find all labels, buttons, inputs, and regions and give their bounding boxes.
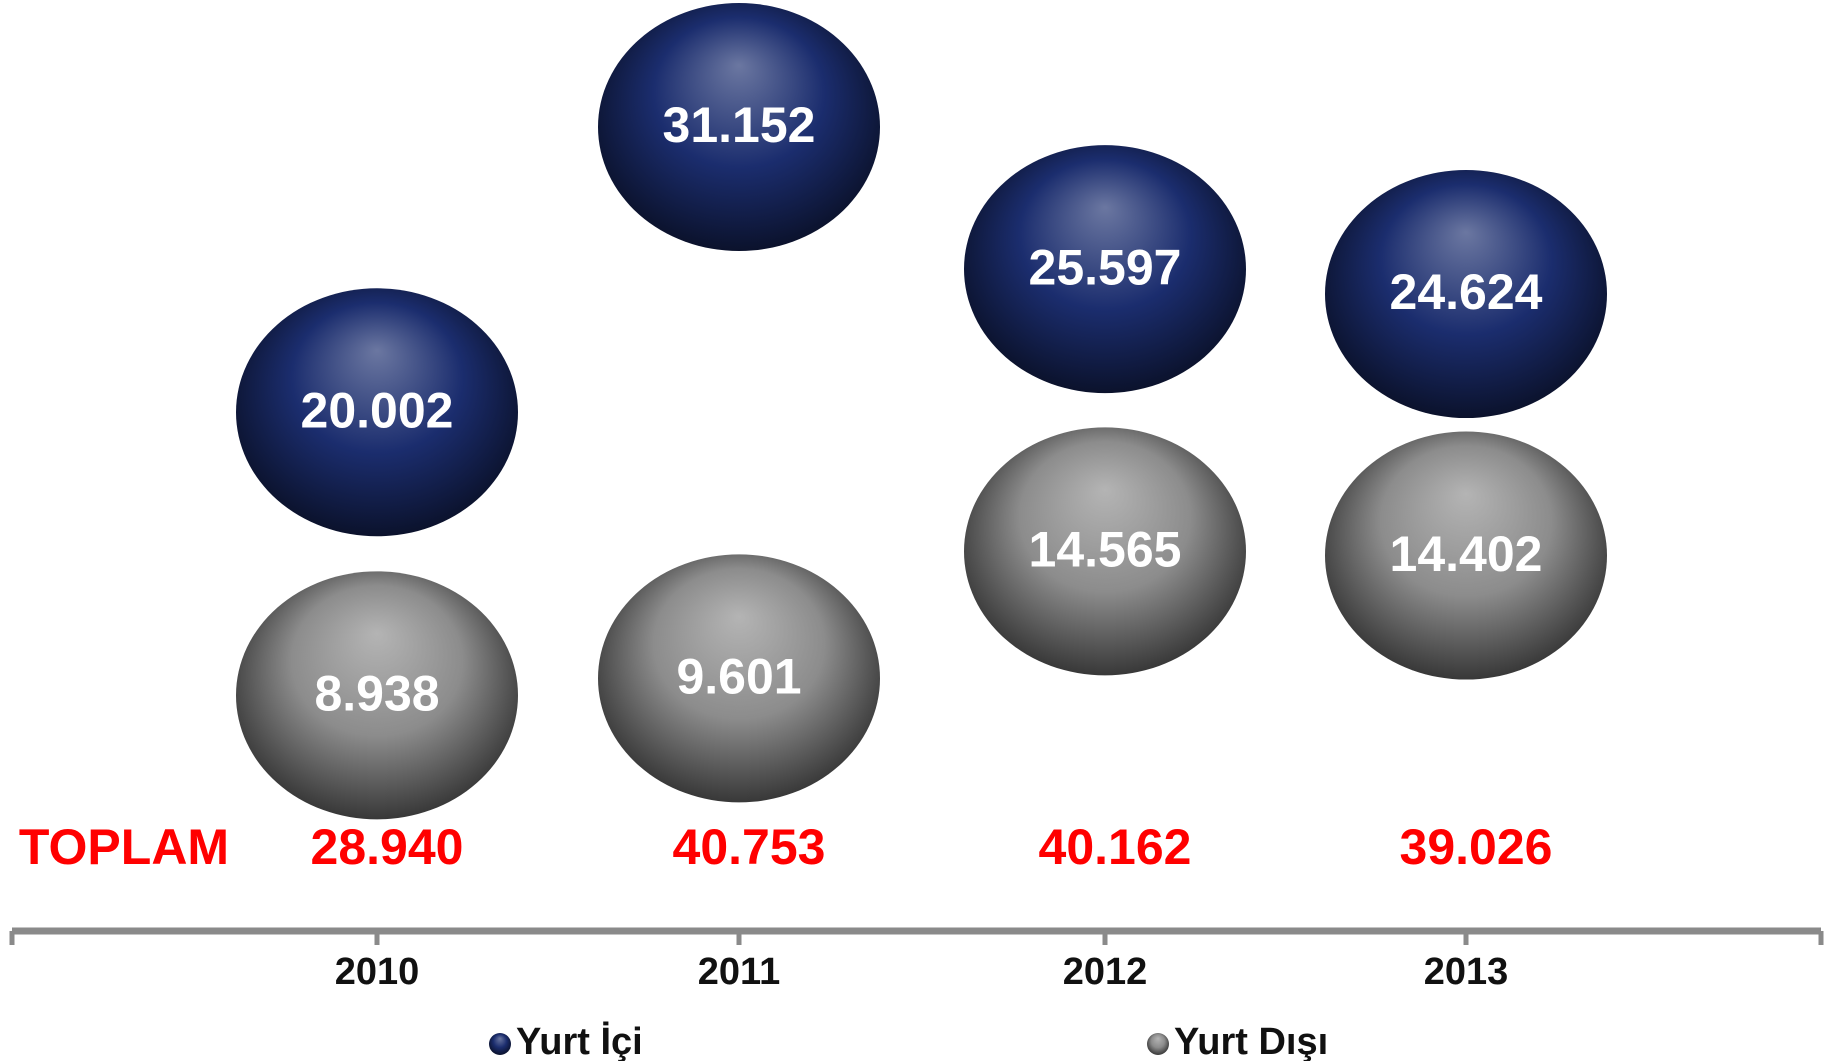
- bubble: [964, 145, 1246, 394]
- legend-label: Yurt Dışı: [1174, 1021, 1328, 1061]
- data-label: 9.601: [676, 649, 801, 705]
- data-label: 14.565: [1029, 522, 1182, 578]
- bubble: [964, 427, 1246, 676]
- data-label: 20.002: [301, 382, 454, 438]
- data-label: 25.597: [1029, 239, 1182, 295]
- total-value: 28.940: [311, 819, 464, 875]
- bubble: [236, 571, 518, 820]
- total-value: 39.026: [1400, 819, 1553, 875]
- data-label: 8.938: [314, 666, 439, 722]
- x-tick-label: 2013: [1424, 951, 1509, 993]
- bubble: [1325, 431, 1607, 680]
- bubble: [598, 3, 880, 252]
- bubble: [1325, 170, 1607, 419]
- data-label: 24.624: [1390, 264, 1543, 320]
- total-label: TOPLAM: [19, 819, 229, 875]
- legend-label: Yurt İçi: [516, 1021, 643, 1061]
- x-tick-label: 2011: [698, 951, 780, 993]
- total-value: 40.162: [1039, 819, 1192, 875]
- data-label: 14.402: [1390, 526, 1543, 582]
- total-value: 40.753: [673, 819, 826, 875]
- data-label: 31.152: [663, 97, 816, 153]
- x-tick-label: 2012: [1063, 951, 1148, 993]
- legend-marker: [1147, 1033, 1169, 1055]
- bubble: [236, 288, 518, 537]
- bubble: [598, 554, 880, 803]
- x-tick-label: 2010: [335, 951, 420, 993]
- legend-marker: [489, 1033, 511, 1055]
